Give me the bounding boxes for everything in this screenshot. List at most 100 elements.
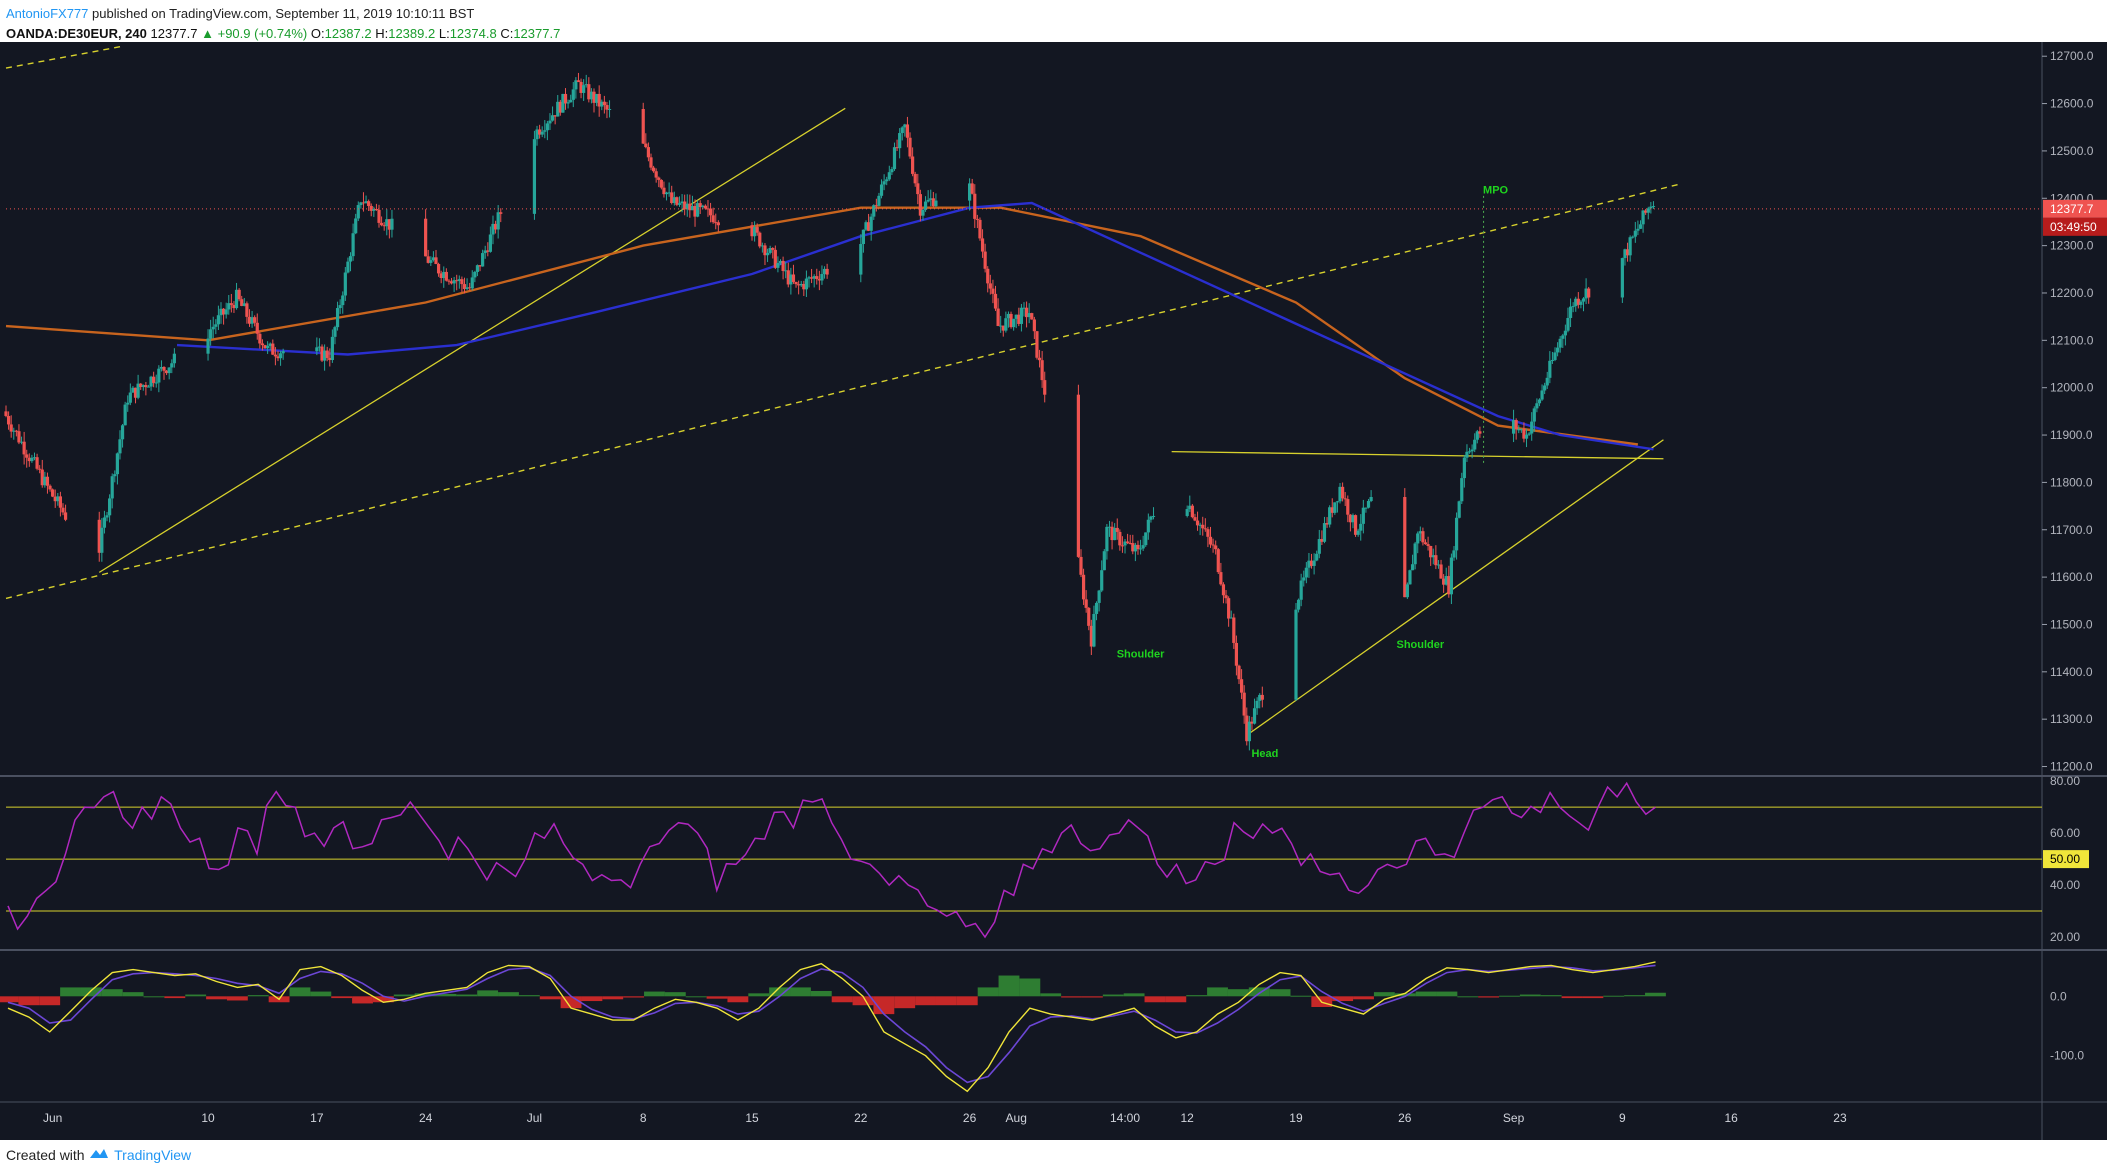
macd-histogram-bar xyxy=(206,996,227,1000)
time-tick-label: Sep xyxy=(1503,1111,1525,1125)
candle-body xyxy=(677,203,682,205)
candle-body xyxy=(532,139,537,214)
candle-body xyxy=(584,84,588,86)
candle-body xyxy=(1317,539,1321,554)
candle-body xyxy=(1359,523,1363,531)
candle-body xyxy=(1633,230,1637,237)
time-tick-label: 26 xyxy=(963,1111,977,1125)
candle-body xyxy=(108,498,112,516)
candle-body xyxy=(242,303,246,306)
candle-body xyxy=(550,115,555,121)
candle-body xyxy=(589,91,594,100)
candle-body xyxy=(473,271,477,278)
candle-body xyxy=(273,354,277,357)
candle-body xyxy=(1144,532,1148,546)
candle-body xyxy=(1467,451,1472,453)
candle-body xyxy=(1651,206,1656,208)
candle-body xyxy=(1343,498,1347,500)
candle-body xyxy=(1514,420,1518,430)
candle-body xyxy=(646,147,651,158)
trendline-rising xyxy=(1248,439,1664,734)
macd-histogram-bar xyxy=(539,996,561,1000)
candle-body xyxy=(1030,313,1034,320)
candle-body xyxy=(1234,642,1239,666)
macd-histogram-bar xyxy=(1186,995,1208,997)
candle-body xyxy=(133,387,138,398)
macd-histogram-bar xyxy=(1123,993,1145,997)
time-tick-label: 22 xyxy=(854,1111,868,1125)
candle-body xyxy=(706,208,710,210)
rsi-tick-label: 80.00 xyxy=(2050,774,2080,788)
macd-histogram-bar xyxy=(1457,996,1479,998)
candle-body xyxy=(1027,313,1031,318)
price-tick-label: 11700.0 xyxy=(2050,523,2093,537)
candle-body xyxy=(911,156,915,174)
macd-histogram-bar xyxy=(1645,992,1666,997)
candle-body xyxy=(1224,595,1228,599)
symbol-label[interactable]: OANDA:DE30EUR, 240 xyxy=(6,26,147,41)
open-label: O: xyxy=(310,26,325,41)
candle-body xyxy=(1442,578,1446,585)
candle-body xyxy=(600,101,604,107)
macd-histogram-bar xyxy=(0,996,19,1003)
candle-body xyxy=(864,222,868,230)
candle-body xyxy=(276,356,280,359)
candle-body xyxy=(1193,517,1197,521)
candle-body xyxy=(369,205,373,211)
candle-body xyxy=(986,268,990,284)
time-tick-label: 14:00 xyxy=(1110,1111,1140,1125)
candle-body xyxy=(1294,609,1298,700)
candle-body xyxy=(1211,544,1215,546)
rsi-tick-label: 20.00 xyxy=(2050,930,2080,944)
macd-histogram-bar xyxy=(1102,994,1124,997)
close-value: 12377.7 xyxy=(513,26,561,41)
candle-body xyxy=(1128,542,1132,544)
candle-body xyxy=(1221,584,1226,596)
author-link[interactable]: AntonioFX777 xyxy=(6,6,89,21)
tradingview-link[interactable]: TradingView xyxy=(114,1147,192,1163)
candle-body xyxy=(698,203,702,208)
time-tick-label: 9 xyxy=(1619,1111,1626,1125)
candle-body xyxy=(1107,526,1112,528)
candle-body xyxy=(436,264,441,274)
candle-body xyxy=(1524,434,1529,439)
candle-body xyxy=(696,203,700,217)
pattern-label: MPO xyxy=(1483,185,1509,197)
candle-body xyxy=(1449,557,1454,595)
candle-body xyxy=(1094,602,1099,614)
chart-container[interactable]: 11200.0 11300.0 11400.0 11500.0 11600.0 11700… xyxy=(0,42,2107,1140)
candle-body xyxy=(1421,531,1425,543)
time-tick-label: 19 xyxy=(1289,1111,1303,1125)
candle-body xyxy=(983,251,987,269)
candle-body xyxy=(141,385,145,387)
candle-body xyxy=(224,309,228,315)
candle-body xyxy=(1252,708,1257,724)
chart-svg[interactable]: 11200.0 11300.0 11400.0 11500.0 11600.0 11700… xyxy=(0,42,2107,1140)
time-tick-label: 10 xyxy=(201,1111,215,1125)
candle-body xyxy=(51,489,55,497)
candle-body xyxy=(317,346,322,348)
candle-body xyxy=(540,131,544,135)
candle-body xyxy=(644,143,648,148)
candle-body xyxy=(1571,306,1575,308)
countdown-tag xyxy=(2043,217,2107,236)
candle-body xyxy=(561,93,565,113)
macd-histogram-bar xyxy=(894,996,916,1009)
candle-body xyxy=(268,343,272,346)
candle-body xyxy=(1201,524,1205,529)
candle-body xyxy=(162,366,166,371)
candle-body xyxy=(152,376,156,383)
candle-body xyxy=(1216,549,1220,573)
candle-body xyxy=(460,279,464,285)
candle-body xyxy=(22,441,26,455)
candle-body xyxy=(1522,429,1526,439)
candle-body xyxy=(19,441,24,443)
candle-body xyxy=(538,129,542,135)
candle-body xyxy=(113,474,117,477)
candle-body xyxy=(993,293,998,309)
macd-histogram-bar xyxy=(664,992,686,997)
macd-tick-label: -100.0 xyxy=(2050,1049,2084,1063)
price-tick-label: 11600.0 xyxy=(2050,570,2093,584)
candle-body xyxy=(1012,318,1016,328)
candle-body xyxy=(768,248,772,253)
